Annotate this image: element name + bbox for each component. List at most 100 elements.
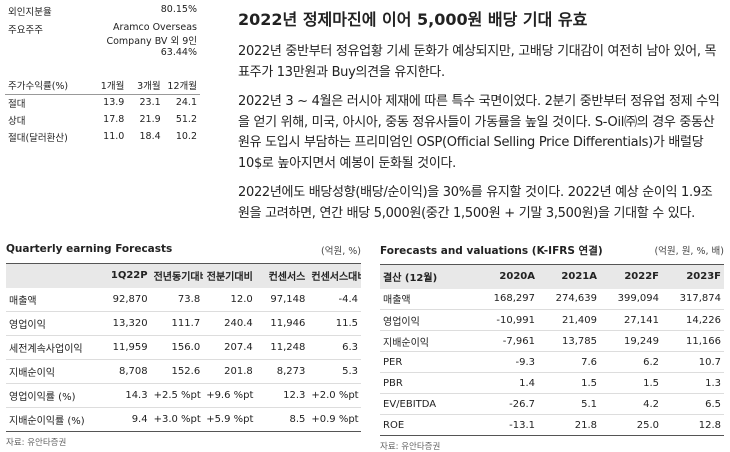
quarterly-cell: 8,708: [118, 366, 148, 377]
holders-panel: 외인지분율 80.15% 주요주주 Aramco Overseas Company B…: [5, 4, 205, 145]
returns-cell: 18.4: [139, 131, 161, 142]
quarterly-header-cell: 1Q22P: [110, 270, 148, 282]
valuations-cell: 274,639: [555, 293, 597, 305]
returns-header-cell: 3개월: [137, 80, 161, 92]
quarterly-cell: +3.0 %pt: [153, 414, 201, 425]
valuations-cell: 1.4: [519, 377, 535, 389]
quarterly-cell: 14.3: [125, 390, 148, 401]
valuations-title: Forecasts and valuations (K-IFRS 연결): [380, 245, 603, 257]
holder-row: 외인지분율 80.15%: [5, 4, 200, 22]
valuations-cell: 1.3: [705, 377, 721, 389]
quarterly-cell: 12.0: [230, 293, 253, 305]
valuations-header-cell: 결산 (12월): [383, 273, 438, 285]
returns-header-cell: 주가수익률(%): [8, 80, 69, 92]
valuations-cell: 11,166: [686, 335, 721, 347]
article-title: 2022년 정제마진에 이어 5,000원 배당 기대 유효: [238, 10, 588, 29]
valuations-row: ROE -13.1 21.8 25.0 12.8: [380, 415, 724, 436]
article-body: 2022년 중반부터 정유업황 기세 둔화가 예상되지만, 고배당 기대감이 여…: [238, 42, 722, 224]
valuations-row: 매출액 168,297 274,639 399,094 317,874: [380, 289, 724, 310]
page: 외인지분율 80.15% 주요주주 Aramco Overseas Company B…: [5, 4, 724, 452]
quarterly-header: 1Q22P 전년동기대비전분기대비 컨센서스 컨센서스대비: [6, 263, 361, 288]
valuations-row: EV/EBITDA -26.7 5.1 4.2 6.5: [380, 394, 724, 415]
valuations-cell: 13,785: [562, 335, 597, 347]
quarterly-row: 세전계속사업이익 11,959 156.0 207.4 11,248 6.3: [6, 336, 361, 360]
valuations-source: 자료: 유안타증권: [380, 442, 441, 452]
quarterly-cell: 12.3: [283, 390, 306, 401]
quarterly-cell: -4.4: [338, 293, 358, 305]
quarterly-cell: 152.6: [171, 366, 201, 377]
holder-row: 주요주주 Aramco Overseas Company BV 외 9인 63.4…: [5, 22, 200, 62]
valuations-cell: 6.5: [705, 398, 721, 410]
quarterly-head: Quarterly earning Forecasts (억원, %): [6, 243, 361, 257]
valuations-cell: PBR: [383, 377, 403, 389]
returns-header-cell: 1개월: [100, 80, 125, 92]
holders-table: 외인지분율 80.15% 주요주주 Aramco Overseas Company B…: [5, 4, 200, 62]
article: 2022년 정제마진에 이어 5,000원 배당 기대 유효 2022년 중반부…: [238, 6, 722, 233]
valuations-cell: 1.5: [643, 377, 659, 389]
quarterly-row: 지배순이익률 (%) 9.4 +3.0 %pt +5.9 %pt 8.5 +0.9 %pt: [6, 408, 361, 432]
valuations-cell: 10.7: [698, 356, 721, 368]
quarterly-cell: 111.7: [171, 318, 201, 329]
valuations-header: 결산 (12월) 2020A 2021A 2022F 2023F: [380, 264, 724, 289]
holder-value: Aramco Overseas Company BV 외 9인 63.44%: [106, 22, 197, 58]
holder-label: 주요주주: [8, 25, 43, 36]
valuations-cell: -13.1: [509, 419, 535, 431]
returns-row: 상대 17.8 21.9 51.2: [5, 111, 200, 128]
quarterly-cell: +2.0 %pt: [311, 390, 359, 401]
quarterly-cell: 9.4: [131, 414, 148, 425]
returns-cell: 13.9: [103, 97, 125, 109]
valuations-cell: 317,874: [679, 293, 721, 305]
header-blank: [6, 264, 98, 288]
valuations-cell: 25.0: [636, 419, 659, 431]
valuations-head: Forecasts and valuations (K-IFRS 연결) (억원…: [380, 243, 724, 258]
returns-table: 주가수익률(%) 1개월 3개월 12개월 절대 13.9 23.1 24.1 상대 17.8 21…: [5, 76, 200, 145]
quarterly-unit: (억원, %): [321, 246, 361, 257]
valuations-unit: (억원, 원, %, 배): [654, 246, 724, 257]
valuations-cell: 1.5: [581, 377, 597, 389]
valuations-cell: 21,409: [562, 314, 597, 326]
quarterly-header-cell: 컨센서스: [268, 272, 306, 284]
returns-cell: 절대(달러환산): [8, 132, 68, 144]
valuations-cell: 4.2: [643, 398, 659, 410]
valuations-cell: 14,226: [686, 314, 721, 326]
quarterly-cell: 8.5: [289, 414, 306, 425]
quarterly-cell: 156.0: [171, 342, 201, 353]
returns-cell: 절대: [8, 98, 26, 110]
quarterly-table: 1Q22P 전년동기대비전분기대비 컨센서스 컨센서스대비매출액 92,870 73.8 1…: [6, 263, 361, 432]
quarterly-cell: +5.9 %pt: [206, 414, 254, 425]
quarterly-cell: 6.3: [342, 342, 358, 353]
quarterly-cell: 매출액: [9, 295, 37, 307]
valuations-cell: 7.6: [581, 356, 597, 368]
valuations-cell: 12.8: [698, 419, 721, 431]
valuations-header-cell: 2023F: [686, 271, 721, 283]
valuations-cell: 지배순이익: [383, 337, 429, 349]
quarterly-cell: 11,248: [270, 342, 306, 353]
valuations-cell: 6.2: [643, 356, 659, 368]
quarterly-cell: 11.5: [335, 318, 358, 329]
quarterly-header-cell: 전분기대비: [206, 272, 253, 284]
valuations-row: PBR 1.4 1.5 1.5 1.3: [380, 373, 724, 394]
quarterly-cell: 207.4: [224, 342, 253, 353]
quarterly-header-cell: 컨센서스대비: [311, 272, 361, 284]
returns-row: 절대(달러환산) 11.0 18.4 10.2: [5, 128, 200, 145]
quarterly-cell: 지배순이익: [9, 368, 55, 379]
quarterly-row: 매출액 92,870 73.8 12.0 97,148 -4.4: [6, 288, 361, 312]
valuations-cell: EV/EBITDA: [383, 398, 437, 410]
valuations-cell: ROE: [383, 419, 405, 431]
quarterly-cell: 240.4: [224, 318, 253, 329]
valuations-row: PER -9.3 7.6 6.2 10.7: [380, 352, 724, 373]
valuations-cell: 매출액: [383, 295, 411, 307]
returns-cell: 17.8: [103, 114, 125, 125]
quarterly-cell: 201.8: [224, 366, 253, 377]
returns-header: 주가수익률(%) 1개월 3개월 12개월: [5, 76, 200, 94]
quarterly-cell: 97,148: [270, 293, 306, 305]
valuations-header-cell: 2021A: [561, 271, 597, 283]
quarterly-cell: 8,273: [276, 366, 306, 377]
quarterly-section: Quarterly earning Forecasts (억원, %) 1Q22…: [6, 243, 361, 448]
valuations-row: 영업이익 -10,991 21,409 27,141 14,226: [380, 310, 724, 331]
returns-cell: 21.9: [139, 114, 161, 125]
valuations-cell: -7,961: [502, 335, 535, 347]
valuations-cell: 21.8: [574, 419, 597, 431]
quarterly-cell: 92,870: [112, 293, 148, 305]
valuations-cell: -26.7: [509, 398, 535, 410]
